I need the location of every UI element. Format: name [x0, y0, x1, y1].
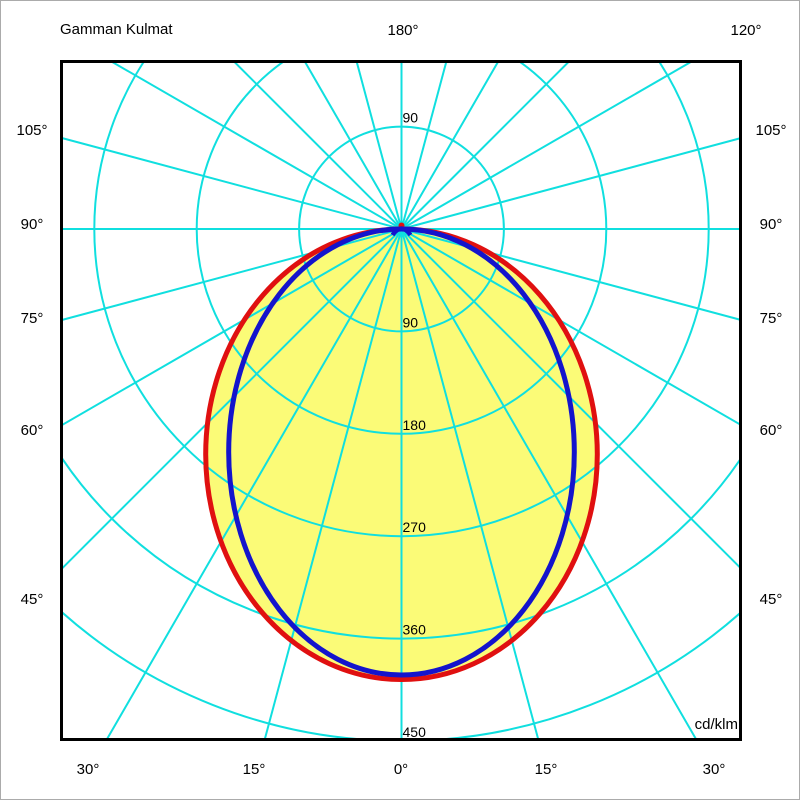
chart-title: Gamman Kulmat — [60, 21, 173, 38]
gamma-label-left-90: 90° — [20, 216, 44, 233]
gamma-label-right-60: 60° — [759, 422, 783, 439]
ring-labels: 90 90 180 270 360 450 — [403, 110, 427, 740]
ring-label: 450 — [403, 724, 427, 740]
curve-pole-bump — [390, 226, 413, 237]
ring-label: 180 — [403, 417, 427, 433]
ring-label: 360 — [403, 622, 427, 638]
gamma-label-top-120: 120° — [730, 22, 762, 39]
gamma-label-bottom-0: 30° — [76, 761, 100, 778]
ring-label: 90 — [403, 314, 419, 330]
gamma-label-left-60: 60° — [20, 422, 44, 439]
gamma-label-bottom-1: 15° — [242, 761, 266, 778]
ring-label: 90 — [403, 110, 419, 126]
gamma-label-bottom-2: 0° — [393, 761, 409, 778]
gamma-label-top-180: 180° — [387, 22, 419, 39]
gamma-label-left-45: 45° — [20, 591, 44, 608]
gamma-label-right-90: 90° — [759, 216, 783, 233]
gamma-label-left-105: 105° — [16, 122, 48, 139]
gamma-label-right-45: 45° — [759, 591, 783, 608]
gamma-label-bottom-4: 30° — [702, 761, 726, 778]
gamma-label-left-75: 75° — [20, 310, 44, 327]
unit-label: cd/klm — [694, 716, 738, 733]
gamma-label-bottom-3: 15° — [534, 761, 558, 778]
gamma-label-right-75: 75° — [759, 310, 783, 327]
ring-label: 270 — [403, 519, 427, 535]
plot-border — [60, 60, 742, 741]
gamma-label-right-105: 105° — [755, 122, 787, 139]
